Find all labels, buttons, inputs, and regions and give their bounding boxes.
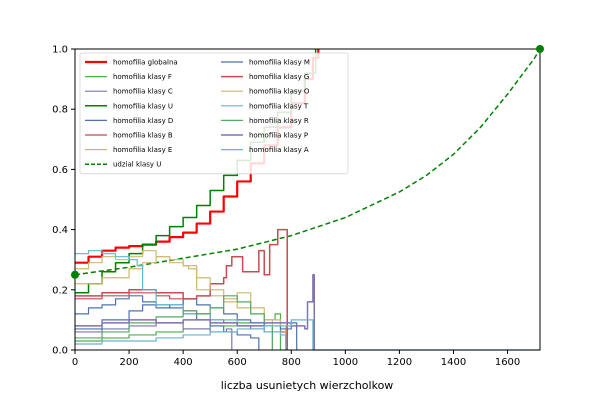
legend-label: homofilia klasy A: [249, 146, 309, 154]
x-tick-label: 0: [72, 357, 78, 368]
x-tick-label: 1200: [387, 357, 412, 368]
x-tick-label: 800: [282, 357, 301, 368]
legend: homofilia globalna homofilia klasy F homof…: [79, 52, 349, 175]
marker-point-0: [71, 270, 79, 279]
plot-area: [75, 48, 540, 351]
x-axis-label: liczba usunietych wierzcholkow: [221, 379, 394, 392]
marker-point-1: [536, 45, 544, 53]
y-tick-label: 0.4: [52, 225, 68, 236]
legend-label: homofilia klasy E: [113, 146, 172, 154]
legend-label: homofilia klasy O: [249, 88, 310, 96]
series-line-12: [75, 295, 273, 350]
legend-label: homofilia klasy F: [113, 73, 172, 81]
x-tick-label: 400: [174, 357, 193, 368]
series-line-7: [75, 48, 540, 276]
legend-label: homofilia klasy U: [113, 102, 173, 110]
y-tick-label: 1.0: [52, 45, 68, 56]
legend-label: udzial klasy U: [113, 161, 161, 169]
y-tick-label: 0.6: [52, 165, 68, 176]
series-line-14: [75, 319, 540, 351]
x-tick-label: 200: [120, 357, 139, 368]
legend-label: homofilia klasy M: [249, 59, 310, 67]
legend-label: homofilia globalna: [113, 59, 178, 67]
legend-label: homofilia klasy G: [249, 73, 309, 81]
legend-label: homofilia klasy P: [249, 132, 308, 140]
x-tick-label: 600: [228, 357, 247, 368]
x-tick-label: 1600: [495, 357, 520, 368]
legend-label: homofilia klasy D: [113, 117, 173, 125]
plot-frame: [74, 48, 541, 351]
axes: 0 200 400 600 800 1000 1200 1400 1600 0.0 0.2 0.4 0.…: [52, 45, 541, 368]
legend-label: homofilia klasy B: [113, 132, 173, 140]
legend-box: [79, 52, 349, 175]
series-line-11: [75, 250, 287, 350]
legend-label: homofilia klasy C: [113, 88, 173, 96]
series-line-13: [75, 274, 316, 350]
series-line-2: [75, 322, 233, 350]
x-tick-label: 1000: [333, 357, 358, 368]
legend-label: homofilia klasy R: [249, 117, 309, 125]
y-tick-label: 0.2: [52, 285, 68, 296]
x-tick-label: 1400: [441, 357, 466, 368]
series-line-8: [75, 298, 298, 350]
y-tick-label: 0.8: [52, 105, 68, 116]
series-line-6: [75, 250, 287, 350]
legend-label: homofilia klasy T: [249, 102, 309, 110]
y-tick-label: 0.0: [52, 346, 68, 357]
